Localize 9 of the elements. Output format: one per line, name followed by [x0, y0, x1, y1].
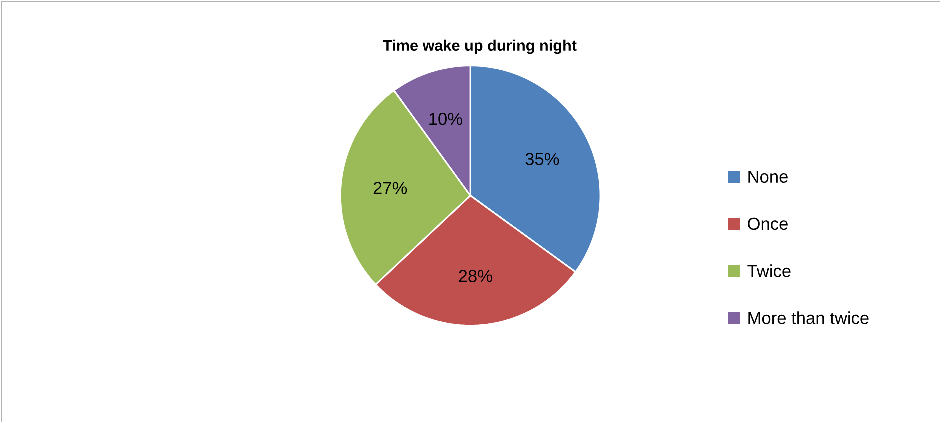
data-label: 27% — [374, 182, 408, 194]
data-label: 28% — [459, 270, 492, 282]
legend-label: None — [748, 170, 788, 184]
legend-label: Once — [748, 218, 788, 230]
chart-title: Time wake up during night — [383, 40, 577, 54]
data-label: 35% — [526, 153, 560, 166]
data-label: 10% — [430, 113, 462, 126]
legend-label: Twice — [748, 264, 791, 278]
legend-label: More than twice — [748, 312, 869, 324]
